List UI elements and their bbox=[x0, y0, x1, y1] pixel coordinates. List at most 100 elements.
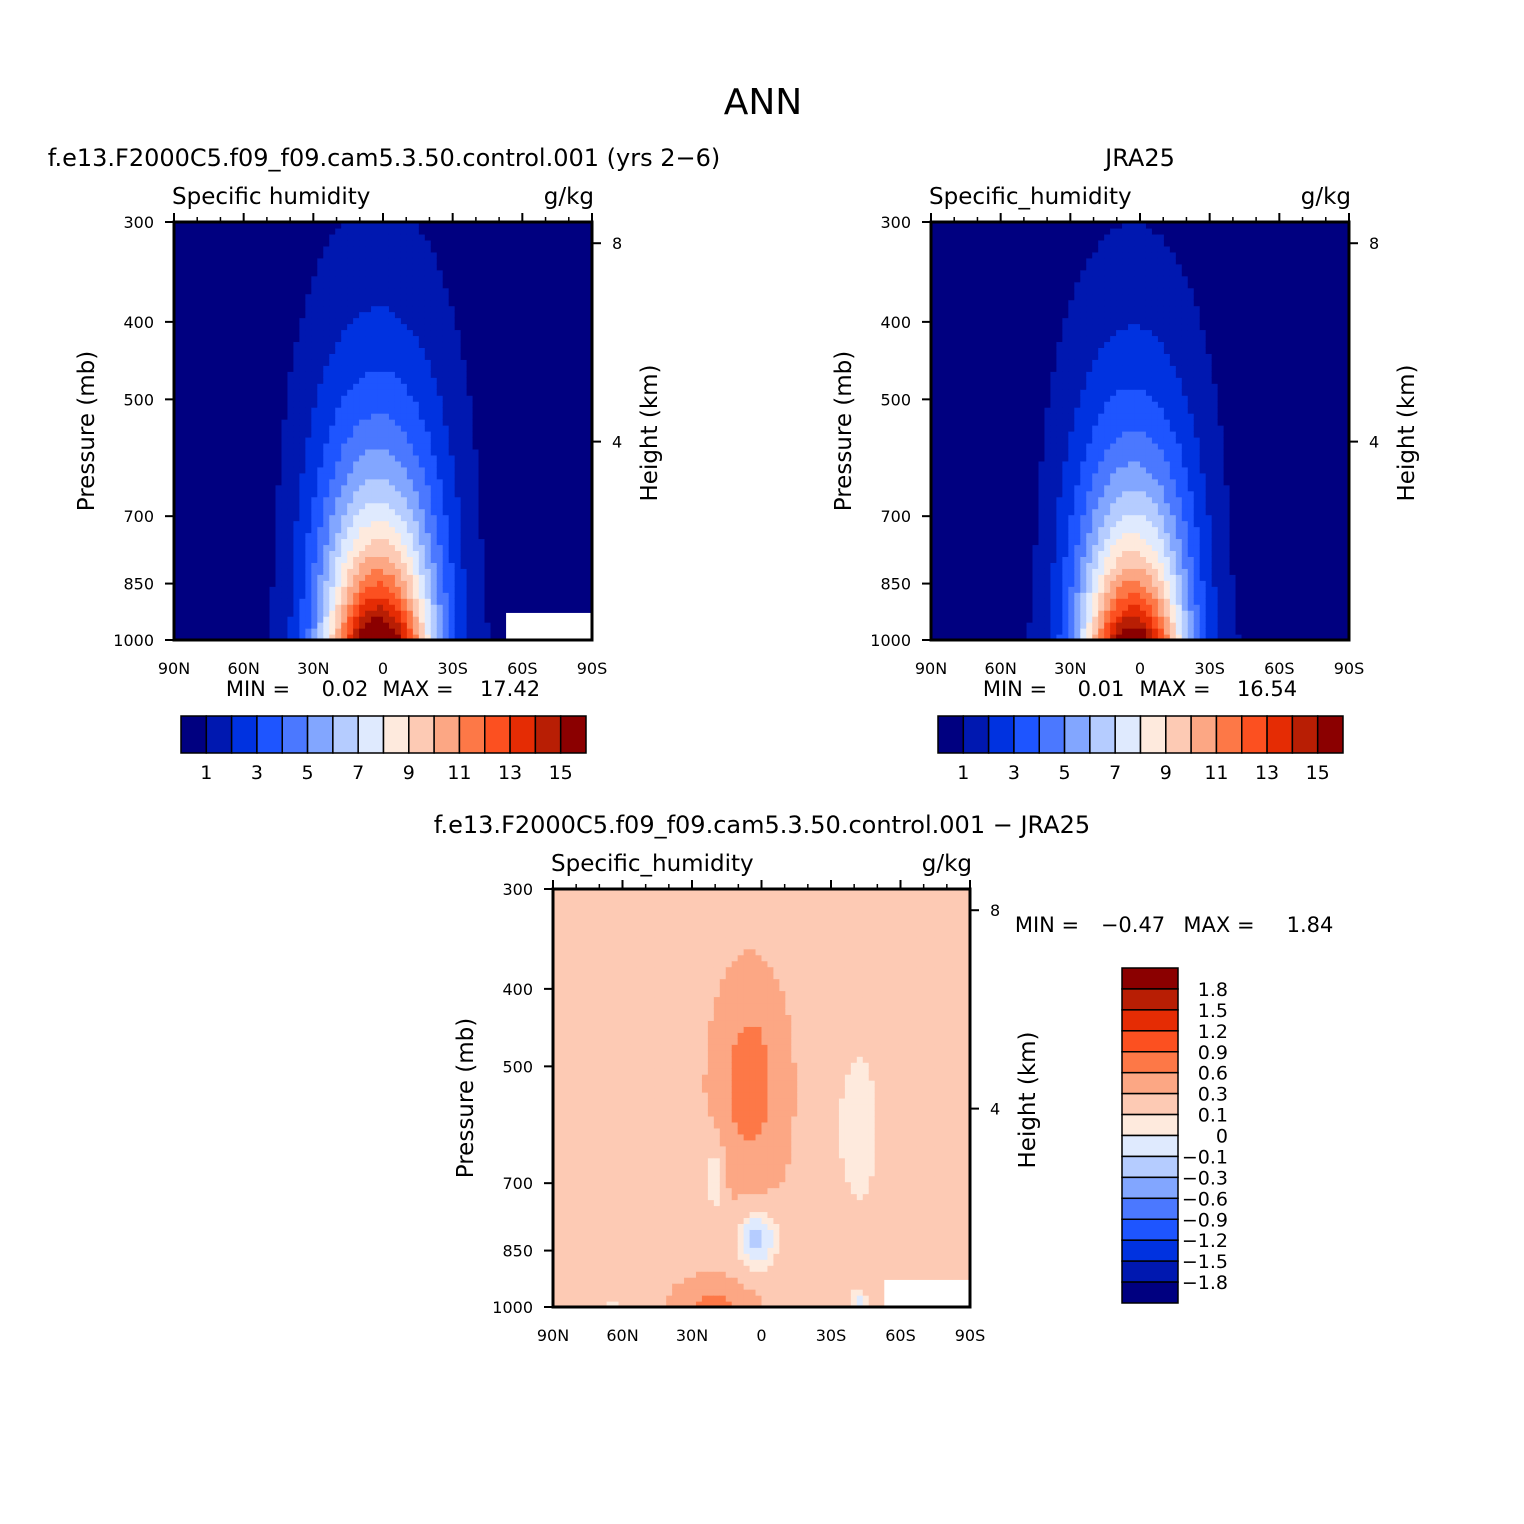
contour-cell bbox=[388, 598, 396, 605]
contour-cell bbox=[287, 448, 295, 456]
contour-cell bbox=[353, 401, 360, 408]
contour-cell bbox=[287, 377, 295, 384]
contour-cell bbox=[335, 233, 342, 241]
contour-cell bbox=[239, 532, 247, 540]
contour-cell bbox=[179, 335, 187, 343]
contour-cell bbox=[215, 383, 223, 390]
contour-cell bbox=[185, 502, 193, 510]
contour-cell bbox=[179, 508, 187, 516]
contour-cell bbox=[317, 407, 324, 414]
contour-cell bbox=[442, 592, 450, 599]
contour-cell bbox=[251, 222, 259, 229]
contour-cell bbox=[424, 538, 432, 546]
contour-cell bbox=[257, 431, 265, 438]
contour-cell bbox=[371, 508, 378, 516]
contour-cell bbox=[215, 466, 223, 474]
contour-cell bbox=[323, 353, 330, 360]
contour-cell bbox=[275, 460, 283, 468]
contour-cell bbox=[257, 359, 265, 366]
contour-cell bbox=[191, 329, 199, 337]
contour-cell bbox=[299, 359, 306, 366]
contour-cell bbox=[508, 526, 515, 534]
contour-cell bbox=[311, 299, 318, 307]
contour-cell bbox=[526, 598, 533, 605]
contour-cell bbox=[502, 604, 509, 611]
contour-cell bbox=[448, 610, 456, 617]
contour-cell bbox=[299, 496, 306, 504]
contour-cell bbox=[185, 550, 193, 557]
contour-cell bbox=[371, 490, 378, 498]
contour-cell bbox=[179, 407, 187, 414]
contour-cell bbox=[400, 562, 408, 569]
contour-cell bbox=[478, 502, 486, 510]
contour-cell bbox=[424, 389, 432, 396]
contour-cell bbox=[436, 347, 444, 354]
contour-cell bbox=[311, 383, 318, 390]
contour-cell bbox=[496, 460, 504, 468]
contour-cell bbox=[586, 556, 593, 563]
contour-cell bbox=[209, 233, 217, 241]
contour-cell bbox=[305, 532, 312, 540]
contour-cell bbox=[203, 371, 211, 378]
contour-cell bbox=[275, 365, 283, 372]
contour-cell bbox=[311, 580, 318, 587]
contour-cell bbox=[550, 347, 557, 354]
contour-cell bbox=[484, 466, 492, 474]
contour-cell bbox=[400, 544, 408, 552]
contour-cell bbox=[341, 526, 348, 534]
contour-cell bbox=[233, 598, 241, 605]
contour-cell bbox=[454, 365, 462, 372]
contour-cell bbox=[174, 419, 181, 426]
contour-cell bbox=[574, 544, 581, 552]
contour-cell bbox=[532, 478, 539, 486]
contour-cell bbox=[281, 317, 289, 325]
contour-cell bbox=[323, 317, 330, 325]
contour-cell bbox=[442, 329, 450, 337]
contour-cell bbox=[472, 311, 480, 319]
contour-cell bbox=[317, 299, 324, 307]
contour-cell bbox=[293, 233, 300, 241]
contour-cell bbox=[400, 425, 408, 432]
contour-cell bbox=[227, 628, 235, 635]
contour-cell bbox=[442, 454, 450, 462]
contour-cell bbox=[197, 407, 205, 414]
contour-cell bbox=[400, 245, 408, 253]
contour-cell bbox=[221, 251, 229, 259]
contour-cell bbox=[341, 466, 348, 474]
contour-cell bbox=[371, 568, 378, 575]
contour-cell bbox=[215, 484, 223, 492]
contour-cell bbox=[335, 257, 342, 265]
contour-cell bbox=[251, 568, 259, 575]
contour-cell bbox=[484, 389, 492, 396]
contour-cell bbox=[317, 478, 324, 486]
contour-cell bbox=[484, 490, 492, 498]
contour-cell bbox=[215, 419, 223, 426]
contour-cell bbox=[299, 466, 306, 474]
contour-cell bbox=[418, 502, 426, 510]
contour-cell bbox=[335, 281, 342, 289]
contour-cell bbox=[568, 526, 575, 534]
contour-cell bbox=[269, 395, 277, 402]
contour-cell bbox=[311, 275, 318, 283]
contour-cell bbox=[418, 466, 426, 474]
contour-cell bbox=[341, 598, 348, 605]
contour-cell bbox=[174, 275, 181, 283]
contour-cell bbox=[424, 568, 432, 575]
contour-cell bbox=[514, 299, 521, 307]
contour-cell bbox=[532, 407, 539, 414]
contour-cell bbox=[430, 251, 438, 259]
contour-cell bbox=[478, 520, 486, 528]
contour-cell bbox=[311, 604, 318, 611]
contour-cell bbox=[508, 323, 515, 331]
min-value: 0.02 bbox=[322, 677, 369, 701]
contour-cell bbox=[311, 233, 318, 241]
contour-cell bbox=[550, 520, 557, 528]
contour-cell bbox=[365, 389, 372, 396]
contour-cell bbox=[406, 311, 414, 319]
contour-cell bbox=[472, 532, 480, 540]
contour-cell bbox=[227, 610, 235, 617]
contour-cell bbox=[341, 514, 348, 522]
contour-cell bbox=[227, 496, 235, 504]
contour-cell bbox=[239, 478, 247, 486]
contour-cell bbox=[520, 233, 527, 241]
